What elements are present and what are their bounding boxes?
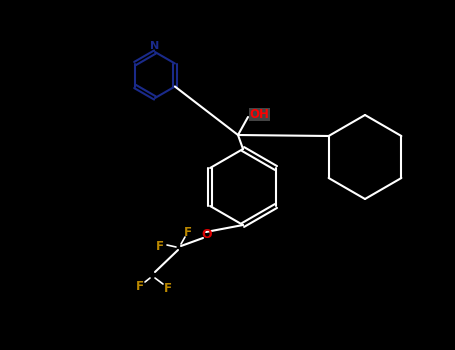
Text: F: F	[156, 239, 164, 252]
Text: F: F	[136, 280, 144, 293]
Text: OH: OH	[249, 107, 269, 120]
Text: O: O	[202, 229, 212, 241]
Text: F: F	[164, 281, 172, 294]
Text: N: N	[150, 41, 160, 51]
Text: F: F	[184, 225, 192, 238]
FancyBboxPatch shape	[248, 107, 269, 120]
